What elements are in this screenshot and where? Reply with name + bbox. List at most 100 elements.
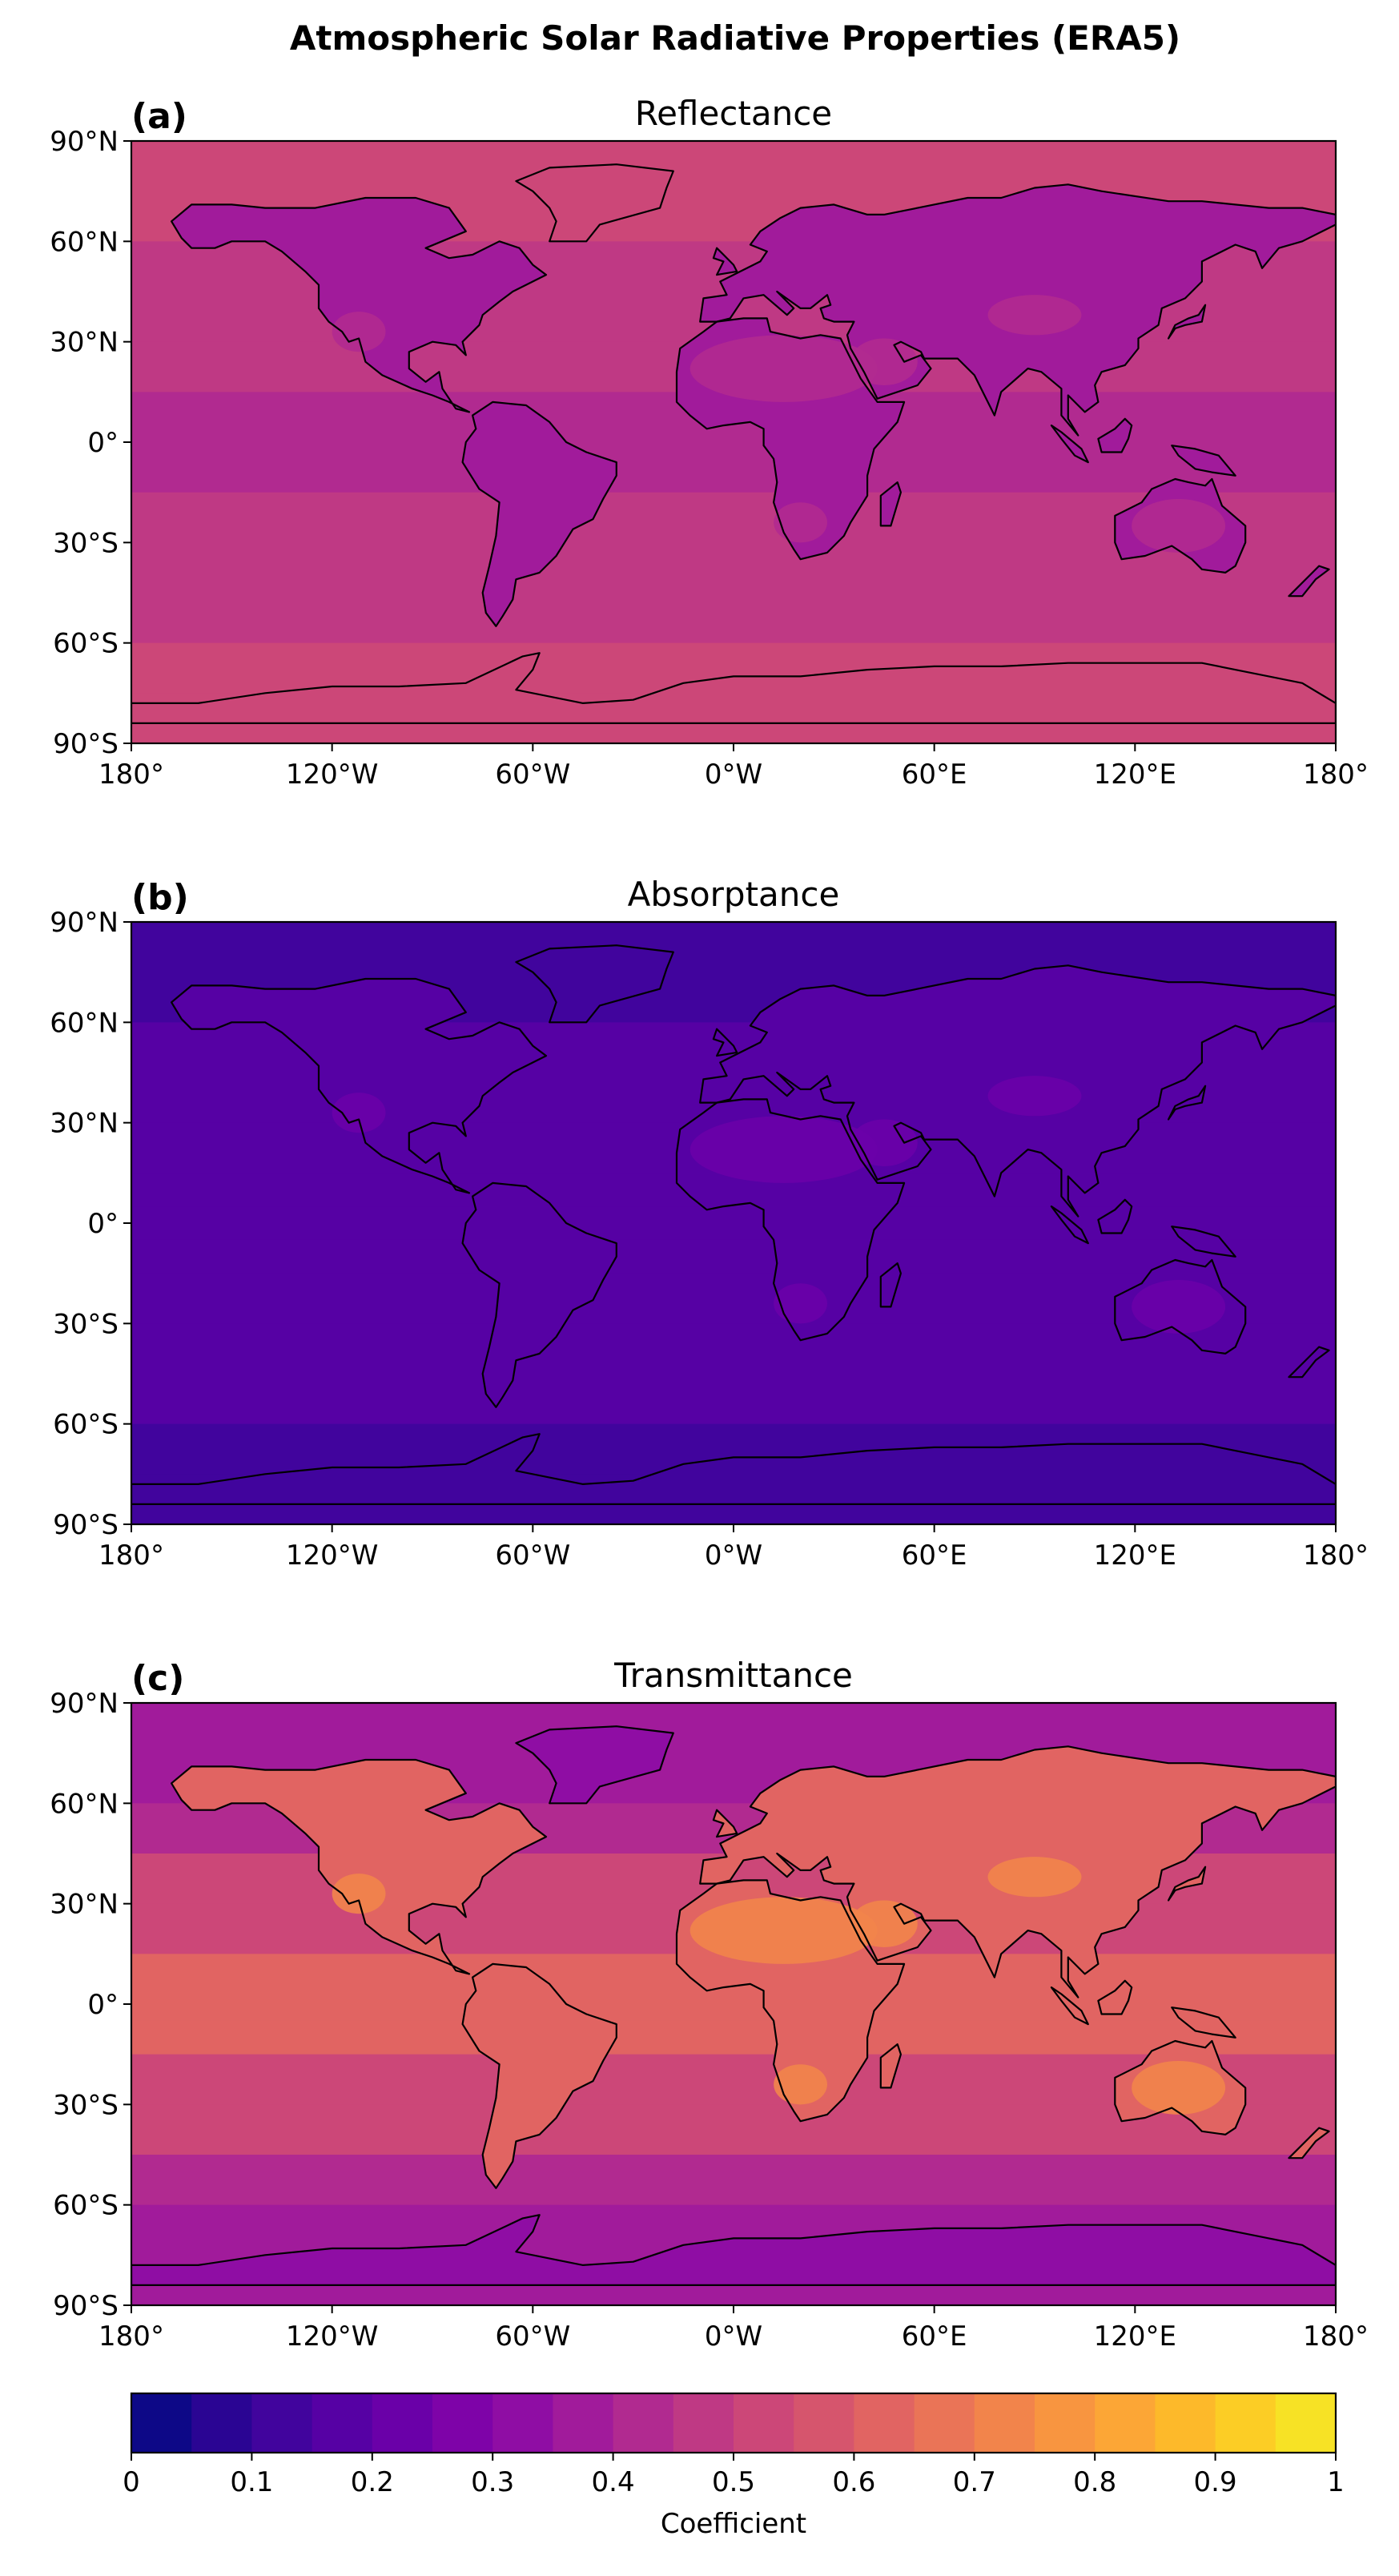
map-field — [131, 922, 1336, 1524]
coastline-northAmerica — [171, 196, 548, 413]
coastline-eurasia — [699, 1745, 1336, 1998]
lat-tick-label: 90°S — [53, 728, 119, 760]
desert-patch — [850, 1119, 918, 1166]
land-japan — [1168, 304, 1206, 339]
lon-tick-label: 60°W — [495, 2320, 570, 2353]
coastline-antarctica — [131, 2214, 1336, 2286]
coastline-africa — [675, 1098, 906, 1342]
lon-tick-label: 120°W — [286, 759, 379, 791]
lat-tick-label: 0° — [87, 1208, 119, 1240]
coastline-sumatra — [1050, 1986, 1089, 2026]
colorbar-segment — [854, 2393, 915, 2453]
land-borneo — [1098, 1199, 1132, 1234]
desert-patch — [689, 1897, 878, 1964]
land-antarctica — [131, 2215, 1336, 2285]
coastline-australia — [1114, 2039, 1247, 2135]
coastline-africa — [675, 1879, 906, 2123]
coastline-japan — [1167, 1085, 1207, 1121]
colorbar-tick-label: 0.4 — [592, 2466, 635, 2498]
lat-tick-label: 90°N — [50, 126, 119, 158]
colorbar-segment — [974, 2393, 1035, 2453]
coastline-eurasia — [699, 183, 1336, 437]
colorbar-segment — [794, 2393, 854, 2453]
land-newzealand — [1288, 1346, 1329, 1378]
desert-patch — [689, 1116, 878, 1183]
lon-tick-label: 120°E — [1094, 759, 1176, 791]
desert-patch — [774, 1283, 827, 1324]
lat-tick-label: 30°S — [53, 1308, 119, 1340]
coastline-sumatra — [1050, 1205, 1089, 1245]
colorbar-segment — [673, 2393, 734, 2453]
lat-band — [131, 1374, 1336, 1425]
lat-tick-label: 60°N — [50, 1007, 119, 1039]
lon-tick-label: 0°W — [705, 759, 762, 791]
lat-tick-label: 30°S — [53, 2089, 119, 2121]
lon-tick-label: 180° — [1303, 2320, 1369, 2353]
colorbar: 0 0.1 0.2 0.3 0.4 0.5 0.6 0.7 0.8 0.9 1 Coefficient — [123, 2392, 1345, 2540]
lat-band — [131, 1239, 1336, 1274]
land-newguinea — [1172, 445, 1236, 476]
land-greenland — [516, 945, 673, 1023]
desert-patch — [1132, 1280, 1226, 1334]
coastline-madagascar — [879, 2043, 903, 2089]
coastline-borneo — [1097, 1979, 1133, 2015]
land-northAmerica — [171, 198, 546, 413]
lat-tick-label: 60°N — [50, 226, 119, 258]
lat-band — [131, 922, 1336, 973]
colorbar-segment — [432, 2393, 493, 2453]
coastline-japan — [1167, 1866, 1207, 1902]
lat-band — [131, 458, 1336, 493]
coastline-newguinea — [1171, 1226, 1236, 1258]
lon-tick-label: 0°W — [705, 2320, 762, 2353]
lat-tick-label: 0° — [87, 427, 119, 459]
land-southAmerica — [462, 1182, 617, 1407]
coastline-northAmerica — [171, 1758, 548, 1975]
land-japan — [1168, 1085, 1206, 1120]
lat-tick-label: 60°S — [53, 1409, 119, 1441]
colorbar-segment — [553, 2393, 614, 2453]
lon-tick-label: 120°W — [286, 1540, 379, 1572]
map-field — [131, 1703, 1336, 2305]
coastline-japan — [1167, 304, 1207, 340]
coastline-greenland — [515, 1725, 674, 1805]
coastline-madagascar — [879, 1262, 903, 1308]
coastline-australia — [1114, 1258, 1247, 1355]
lon-tick-label: 120°E — [1094, 1540, 1176, 1572]
lat-band — [131, 2020, 1336, 2055]
lon-tick-label: 180° — [1303, 759, 1369, 791]
colorbar-tick-label: 0.3 — [471, 2466, 514, 2498]
coastline-newguinea — [1171, 2006, 1236, 2039]
colorbar-tick-label: 0.7 — [953, 2466, 996, 2498]
lat-tick-label: 60°S — [53, 628, 119, 660]
coastline-northAmerica — [171, 977, 548, 1194]
panel-title: Transmittance — [613, 1656, 853, 1695]
land-newguinea — [1172, 1226, 1236, 1257]
colorbar-label: Coefficient — [661, 2508, 806, 2540]
lat-tick-label: 90°N — [50, 907, 119, 939]
land-borneo — [1098, 1980, 1132, 2015]
lat-tick-label: 90°S — [53, 2290, 119, 2322]
lat-tick-label: 60°S — [53, 2190, 119, 2222]
coastline-borneo — [1097, 1198, 1133, 1234]
lon-tick-label: 60°E — [902, 2320, 967, 2353]
land-greenland — [516, 164, 673, 242]
land-newzealand — [1288, 566, 1329, 597]
land-newguinea — [1172, 2007, 1236, 2038]
panel-absorptance: (b) Absorptance 90°N 60°N 30°N 0° 30°S 60°S 90°S… — [50, 875, 1369, 1572]
figure-title: Atmospheric Solar Radiative Properties (… — [290, 18, 1180, 58]
colorbar-tick-label: 0 — [123, 2466, 140, 2498]
land-madagascar — [880, 2044, 901, 2088]
coastline-britain — [712, 1028, 738, 1057]
coastline-newzealand — [1288, 1346, 1330, 1379]
land-sumatra — [1051, 1987, 1088, 2025]
panel-letter: (a) — [131, 96, 187, 137]
lat-tick-label: 90°S — [53, 1509, 119, 1541]
lon-tick-label: 60°W — [495, 759, 570, 791]
colorbar-tick-label: 0.6 — [832, 2466, 875, 2498]
land-antarctica — [131, 653, 1336, 723]
lon-tick-label: 180° — [1303, 1540, 1369, 1572]
lat-band — [131, 1987, 1336, 2022]
lon-tick-label: 60°E — [902, 759, 967, 791]
land-britain — [713, 248, 738, 276]
